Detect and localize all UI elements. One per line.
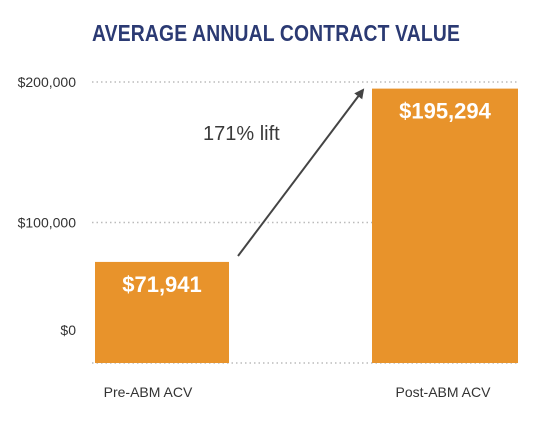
lift-arrow bbox=[237, 88, 365, 257]
chart-title: AVERAGE ANNUAL CONTRACT VALUE bbox=[92, 20, 461, 46]
bar bbox=[372, 88, 518, 363]
category-label: Pre-ABM ACV bbox=[104, 384, 193, 400]
bar bbox=[95, 261, 229, 363]
bar-value-label: $71,941 bbox=[122, 272, 202, 297]
lift-annotation: 171% lift bbox=[203, 123, 280, 145]
category-label: Post-ABM ACV bbox=[396, 384, 492, 400]
y-tick-label: $100,000 bbox=[18, 215, 77, 231]
y-tick-label: $0 bbox=[60, 322, 76, 338]
bar-value-label: $195,294 bbox=[399, 99, 492, 124]
y-tick-label: $200,000 bbox=[18, 74, 77, 90]
